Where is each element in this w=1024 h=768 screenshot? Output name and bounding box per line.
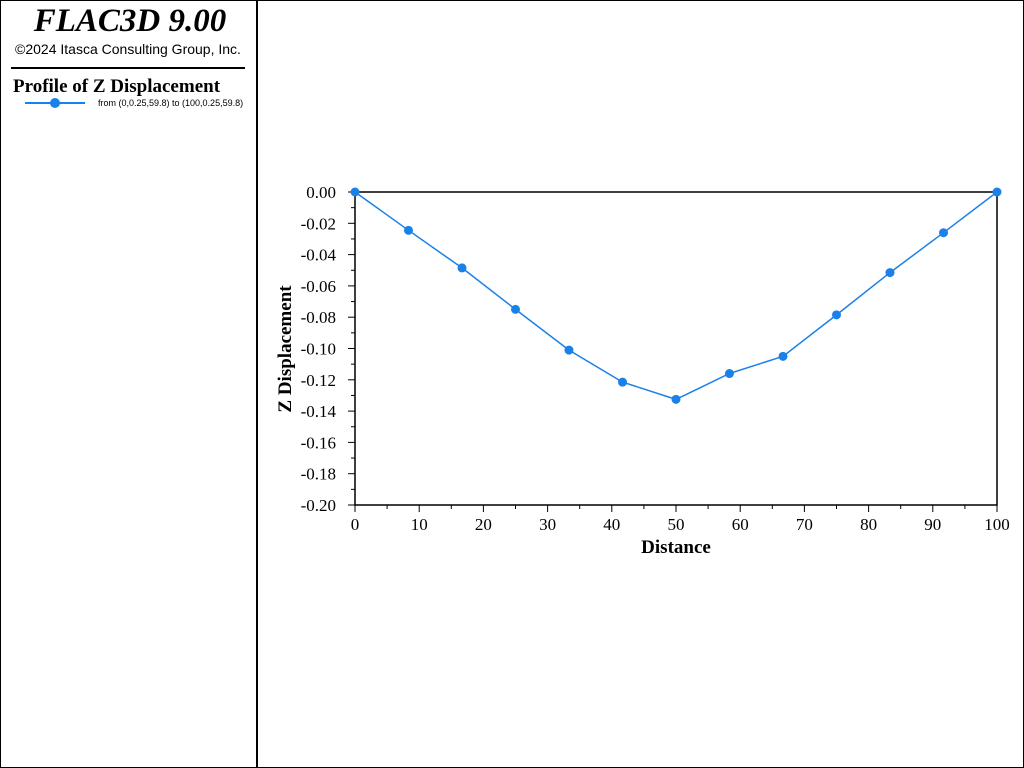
y-tick-label: -0.10 xyxy=(301,340,336,359)
data-point xyxy=(511,304,520,314)
x-tick-label: 100 xyxy=(984,515,1010,534)
y-tick-label: -0.20 xyxy=(301,496,336,515)
y-axis-label: Z Displacement xyxy=(275,285,296,413)
data-point xyxy=(403,225,413,235)
y-tick-label: -0.06 xyxy=(301,277,336,296)
plot-frame xyxy=(354,191,998,506)
x-tick-label: 80 xyxy=(860,515,877,534)
x-tick-label: 30 xyxy=(539,515,556,534)
y-tick-label: -0.02 xyxy=(301,214,336,233)
y-tick-label: -0.04 xyxy=(301,246,337,265)
data-point xyxy=(832,310,841,320)
y-tick-label: -0.12 xyxy=(301,371,336,390)
data-point xyxy=(671,394,681,404)
app-title: FLAC3D 9.00 xyxy=(33,3,227,39)
data-point xyxy=(724,369,734,379)
legend-panel: FLAC3D 9.00 ©2024 Itasca Consulting Grou… xyxy=(1,1,258,767)
data-point xyxy=(778,351,788,361)
legend-divider xyxy=(11,67,245,69)
x-tick-label: 70 xyxy=(796,515,813,534)
data-point xyxy=(564,345,574,355)
x-tick-label: 20 xyxy=(475,515,492,534)
x-tick-label: 90 xyxy=(924,515,941,534)
legend-entry-label: from (0,0.25,59.8) to (100,0.25,59.8) xyxy=(98,98,244,108)
copyright-text: ©2024 Itasca Consulting Group, Inc. xyxy=(15,41,241,57)
y-tick-label: -0.08 xyxy=(301,308,336,327)
y-tick-label: -0.16 xyxy=(301,433,336,452)
series-line xyxy=(354,191,998,401)
data-point xyxy=(885,268,895,278)
y-tick-label: -0.18 xyxy=(301,465,336,484)
legend-circle-marker-icon xyxy=(50,98,60,108)
y-tick-label: 0.00 xyxy=(306,183,336,202)
data-point xyxy=(992,187,1002,197)
x-tick-label: 10 xyxy=(411,515,428,534)
data-point xyxy=(457,263,467,273)
chart-area: 0 10 20 30 40 50 60 70 80 90 100 0.00 -0.02 -0.04 -0.0… xyxy=(275,183,1010,558)
x-tick-label: 60 xyxy=(732,515,749,534)
data-point xyxy=(939,228,949,238)
data-point xyxy=(618,377,628,387)
y-tick-label: -0.14 xyxy=(301,402,337,421)
x-tick-label: 0 xyxy=(351,515,360,534)
x-tick-label: 50 xyxy=(668,515,685,534)
data-point xyxy=(350,187,360,197)
legend-title: Profile of Z Displacement xyxy=(13,76,221,97)
x-axis-label: Distance xyxy=(641,537,711,558)
x-tick-label: 40 xyxy=(603,515,620,534)
legend-entry: from (0,0.25,59.8) to (100,0.25,59.8) xyxy=(25,97,255,111)
